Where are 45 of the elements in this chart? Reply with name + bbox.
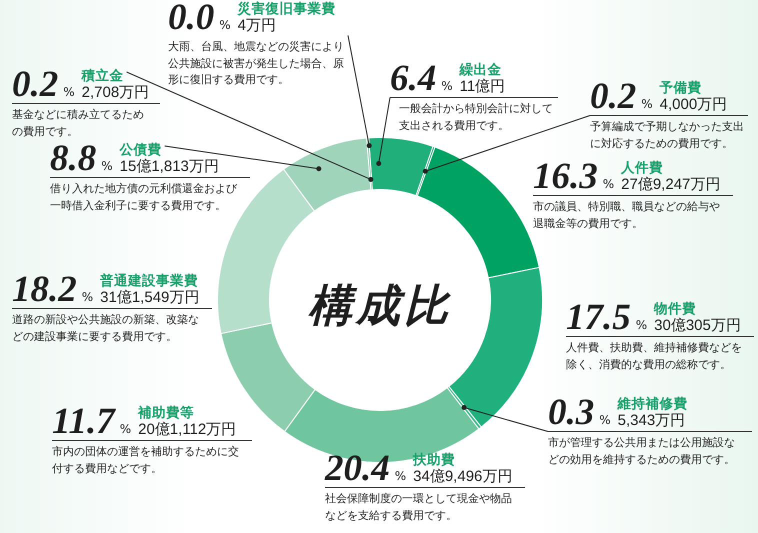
data-label: 0.2% [590,76,653,117]
text: 予算編成で予期しなかった支出に対応するための費用です。 [590,119,745,152]
text: 一般会計から特別会計に対して支出される費用です。 [398,101,554,134]
text: 大雨、台風、地震などの災害により公共施設に被害が発生した場合、原形に復旧する費用です。 [168,39,345,88]
text: 2,708万円 [82,84,150,101]
text: 借り入れた地方債の元利償還金および一時借入金利子に要する費用です。 [50,181,238,214]
text: 15億1,813万円 [120,158,219,175]
text: 20億1,112万円 [138,421,236,438]
slice-label: 繰出金 [460,62,502,78]
category-label: 災害復旧事業費 [238,1,336,17]
slice-label: 扶助費 [413,452,456,468]
data-label: 20.4% [325,448,406,489]
text: 0.0% [168,0,231,38]
text: 人件費、扶助費、維持補修費などを除く、消費的な費用の総称です。 [566,340,743,372]
text: 基金などに積み立てるための費用です。 [12,108,144,138]
slice-label: 積立金 [82,68,124,84]
text: 構成比 [308,280,452,334]
text: 34億9,496万円 [413,468,512,485]
slice-label: 人件費 [621,160,664,176]
text: 11億円 [460,78,506,95]
slice-label: 物件費 [654,301,696,317]
slice-label: 予備費 [660,80,702,96]
text: 27億9,247万円 [621,176,720,193]
text: 4,000万円 [660,96,728,113]
text: 4万円 [238,17,276,34]
slice-label: 普通建設事業費 [100,273,198,289]
text: 30億305万円 [654,317,741,334]
data-label: 16.3% [533,156,614,197]
text: 市内の団体の運営を補助するために交付する費用などです。 [52,444,240,476]
text: 市が管理する公共用または公用施設などの効用を維持するための費用です。 [548,435,736,468]
text: 31億1,549万円 [100,289,200,306]
text: 5,343万円 [618,412,686,429]
data-label: 6.4% [390,58,453,99]
text: 社会保障制度の一環として現金や物品などを支給する費用です。 [325,491,513,524]
slice-label: 維持補修費 [618,396,688,412]
data-label: 0.3% [548,392,611,433]
data-label: 11.7% [52,401,132,442]
data-label: 17.5% [566,297,648,338]
text: 道路の新設や公共施設の新築、改築などの建設事業に要する費用です。 [12,312,200,344]
data-label: 8.8% [50,138,113,179]
data-label: 18.2% [12,269,94,310]
text: 市の議員、特別職、職員などの給与や退職金等の費用です。 [533,199,721,232]
slice-label: 公債費 [120,142,162,158]
slice-label: 補助費等 [138,405,194,421]
data-label: 0.2% [12,64,75,105]
